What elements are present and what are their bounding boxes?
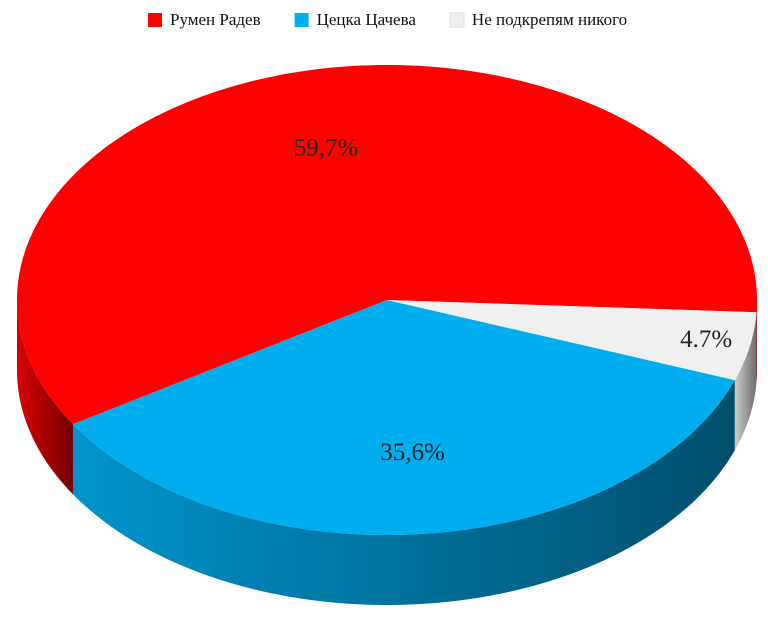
legend: Румен Радев Цецка Цачева Не подкрепям нико… bbox=[148, 10, 627, 29]
legend-label: Румен Радев bbox=[170, 10, 261, 29]
pie-slice bbox=[72, 300, 735, 535]
pie-slice bbox=[387, 300, 757, 381]
legend-swatch bbox=[148, 13, 162, 27]
pie-side-shade bbox=[72, 380, 735, 605]
legend-label: Не подкрепям никого bbox=[472, 10, 627, 29]
labels: 59,7% 35,6% 4.7% bbox=[294, 135, 732, 466]
legend-label: Цецка Цачева bbox=[317, 10, 417, 29]
pie-slice bbox=[17, 65, 758, 425]
data-label: 59,7% bbox=[294, 135, 359, 162]
data-label: 4.7% bbox=[680, 326, 732, 353]
pie-tops bbox=[17, 65, 758, 535]
data-label: 35,6% bbox=[380, 439, 445, 466]
pie-side-shade bbox=[17, 300, 73, 495]
pie-side-shade bbox=[756, 300, 757, 383]
pie-sides bbox=[17, 300, 757, 605]
legend-swatch bbox=[294, 13, 309, 27]
legend-swatch bbox=[449, 12, 465, 28]
pie-side-shade bbox=[734, 312, 757, 451]
